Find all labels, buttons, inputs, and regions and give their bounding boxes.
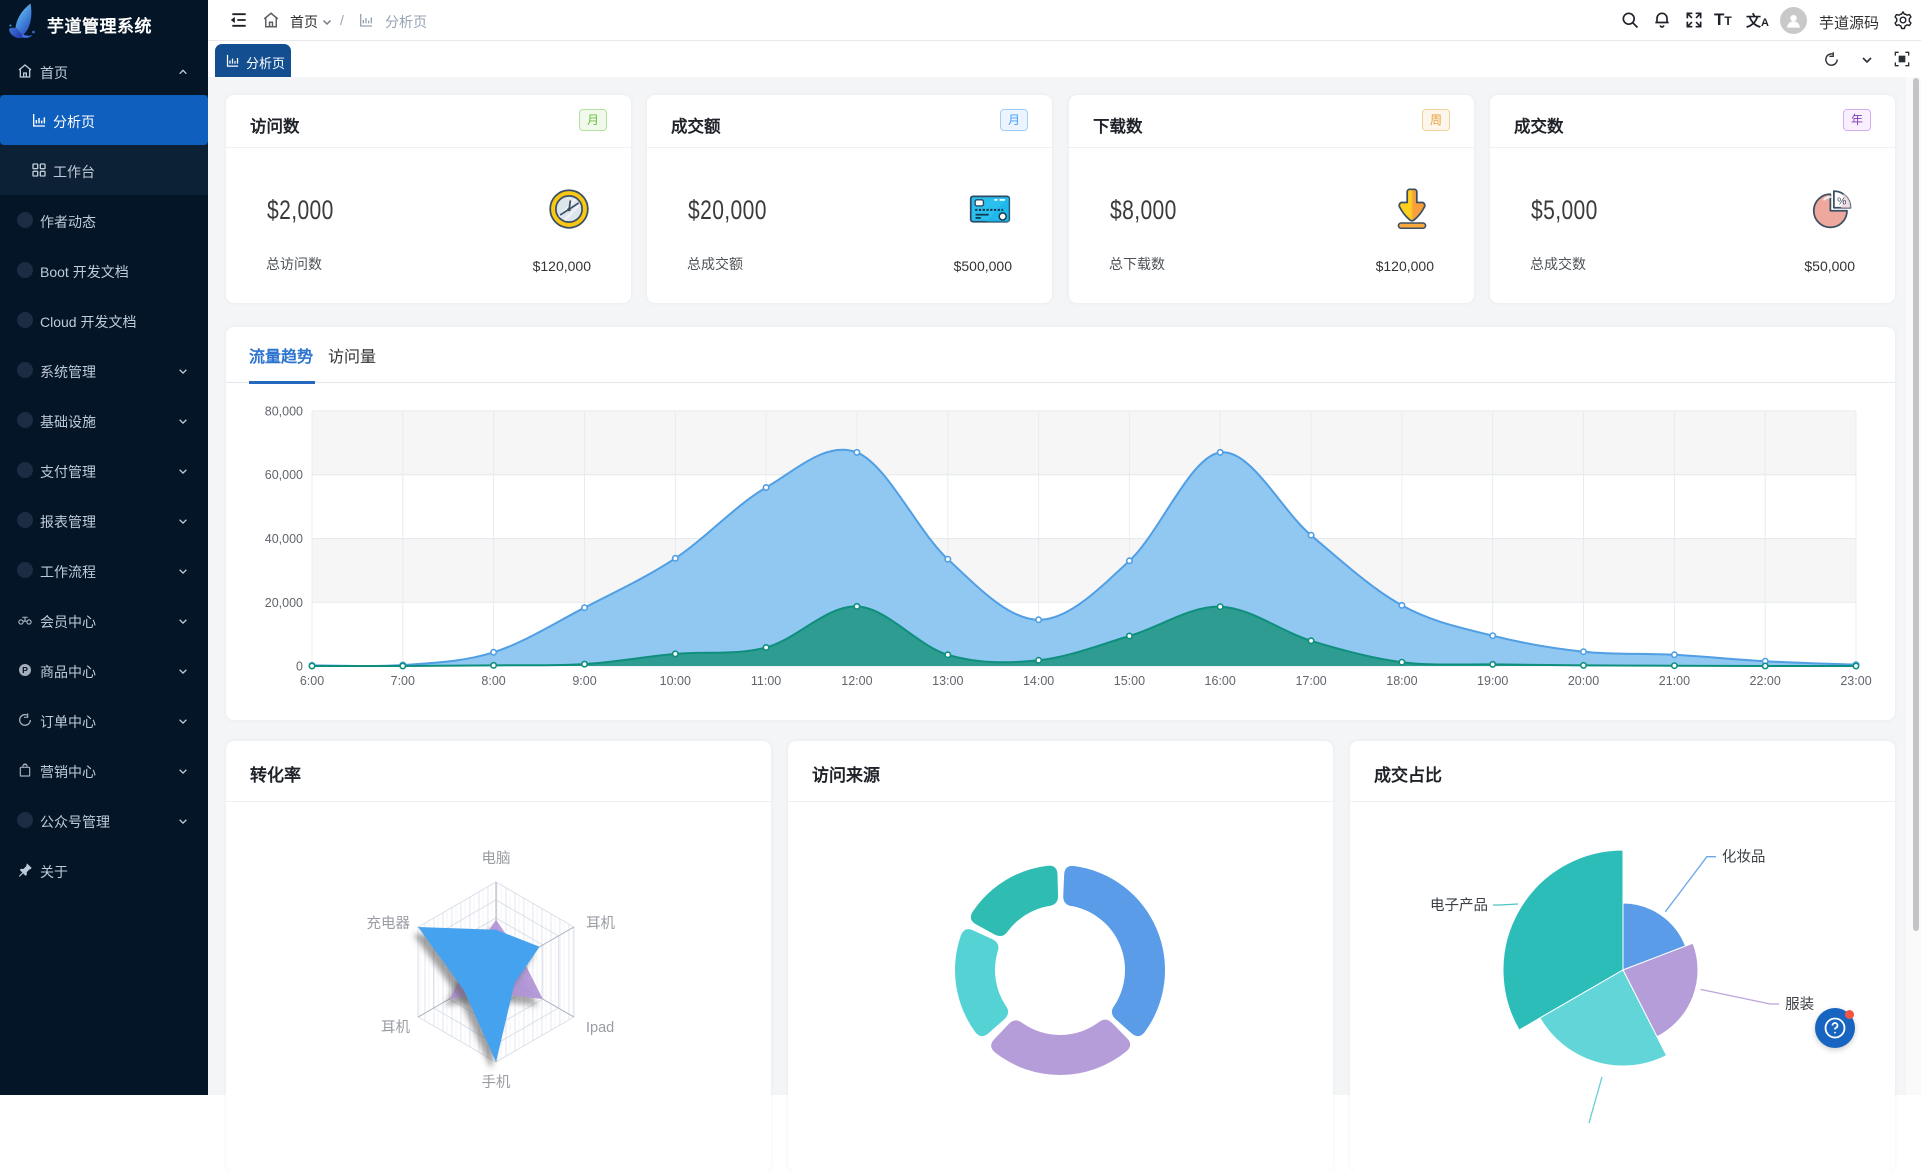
svg-text:耳机: 耳机 (381, 1019, 410, 1036)
svg-text:23:00: 23:00 (1840, 674, 1871, 688)
svg-text:化妆品: 化妆品 (1722, 849, 1766, 866)
svg-text:10:00: 10:00 (660, 674, 691, 688)
svg-text:11:00: 11:00 (751, 674, 781, 688)
svg-text:60,000: 60,000 (265, 468, 303, 482)
svg-text:13:00: 13:00 (932, 674, 963, 688)
svg-text:20,000: 20,000 (265, 596, 303, 610)
svg-text:15:00: 15:00 (1114, 674, 1145, 688)
svg-text:16:00: 16:00 (1205, 674, 1236, 688)
svg-text:电脑: 电脑 (482, 850, 511, 867)
svg-text:Ipad: Ipad (586, 1020, 614, 1036)
svg-text:9:00: 9:00 (572, 674, 596, 688)
svg-text:12:00: 12:00 (841, 674, 872, 688)
svg-text:21:00: 21:00 (1659, 674, 1690, 688)
svg-text:服装: 服装 (1785, 996, 1814, 1013)
svg-text:40,000: 40,000 (265, 532, 303, 546)
svg-text:电子产品: 电子产品 (1430, 897, 1488, 914)
svg-text:0: 0 (296, 660, 303, 674)
svg-text:80,000: 80,000 (265, 405, 303, 419)
svg-text:耳机: 耳机 (586, 915, 615, 932)
svg-text:%: % (1837, 196, 1846, 208)
svg-text:8:00: 8:00 (481, 674, 505, 688)
svg-text:14:00: 14:00 (1023, 674, 1054, 688)
svg-text:手机: 手机 (482, 1074, 511, 1091)
svg-text:18:00: 18:00 (1386, 674, 1417, 688)
svg-text:22:00: 22:00 (1750, 674, 1781, 688)
svg-text:20:00: 20:00 (1568, 674, 1599, 688)
svg-text:P: P (22, 665, 28, 675)
svg-text:19:00: 19:00 (1477, 674, 1508, 688)
svg-text:6:00: 6:00 (300, 674, 324, 688)
svg-text:7:00: 7:00 (391, 674, 415, 688)
svg-text:充电器: 充电器 (367, 915, 411, 932)
svg-text:17:00: 17:00 (1295, 674, 1326, 688)
